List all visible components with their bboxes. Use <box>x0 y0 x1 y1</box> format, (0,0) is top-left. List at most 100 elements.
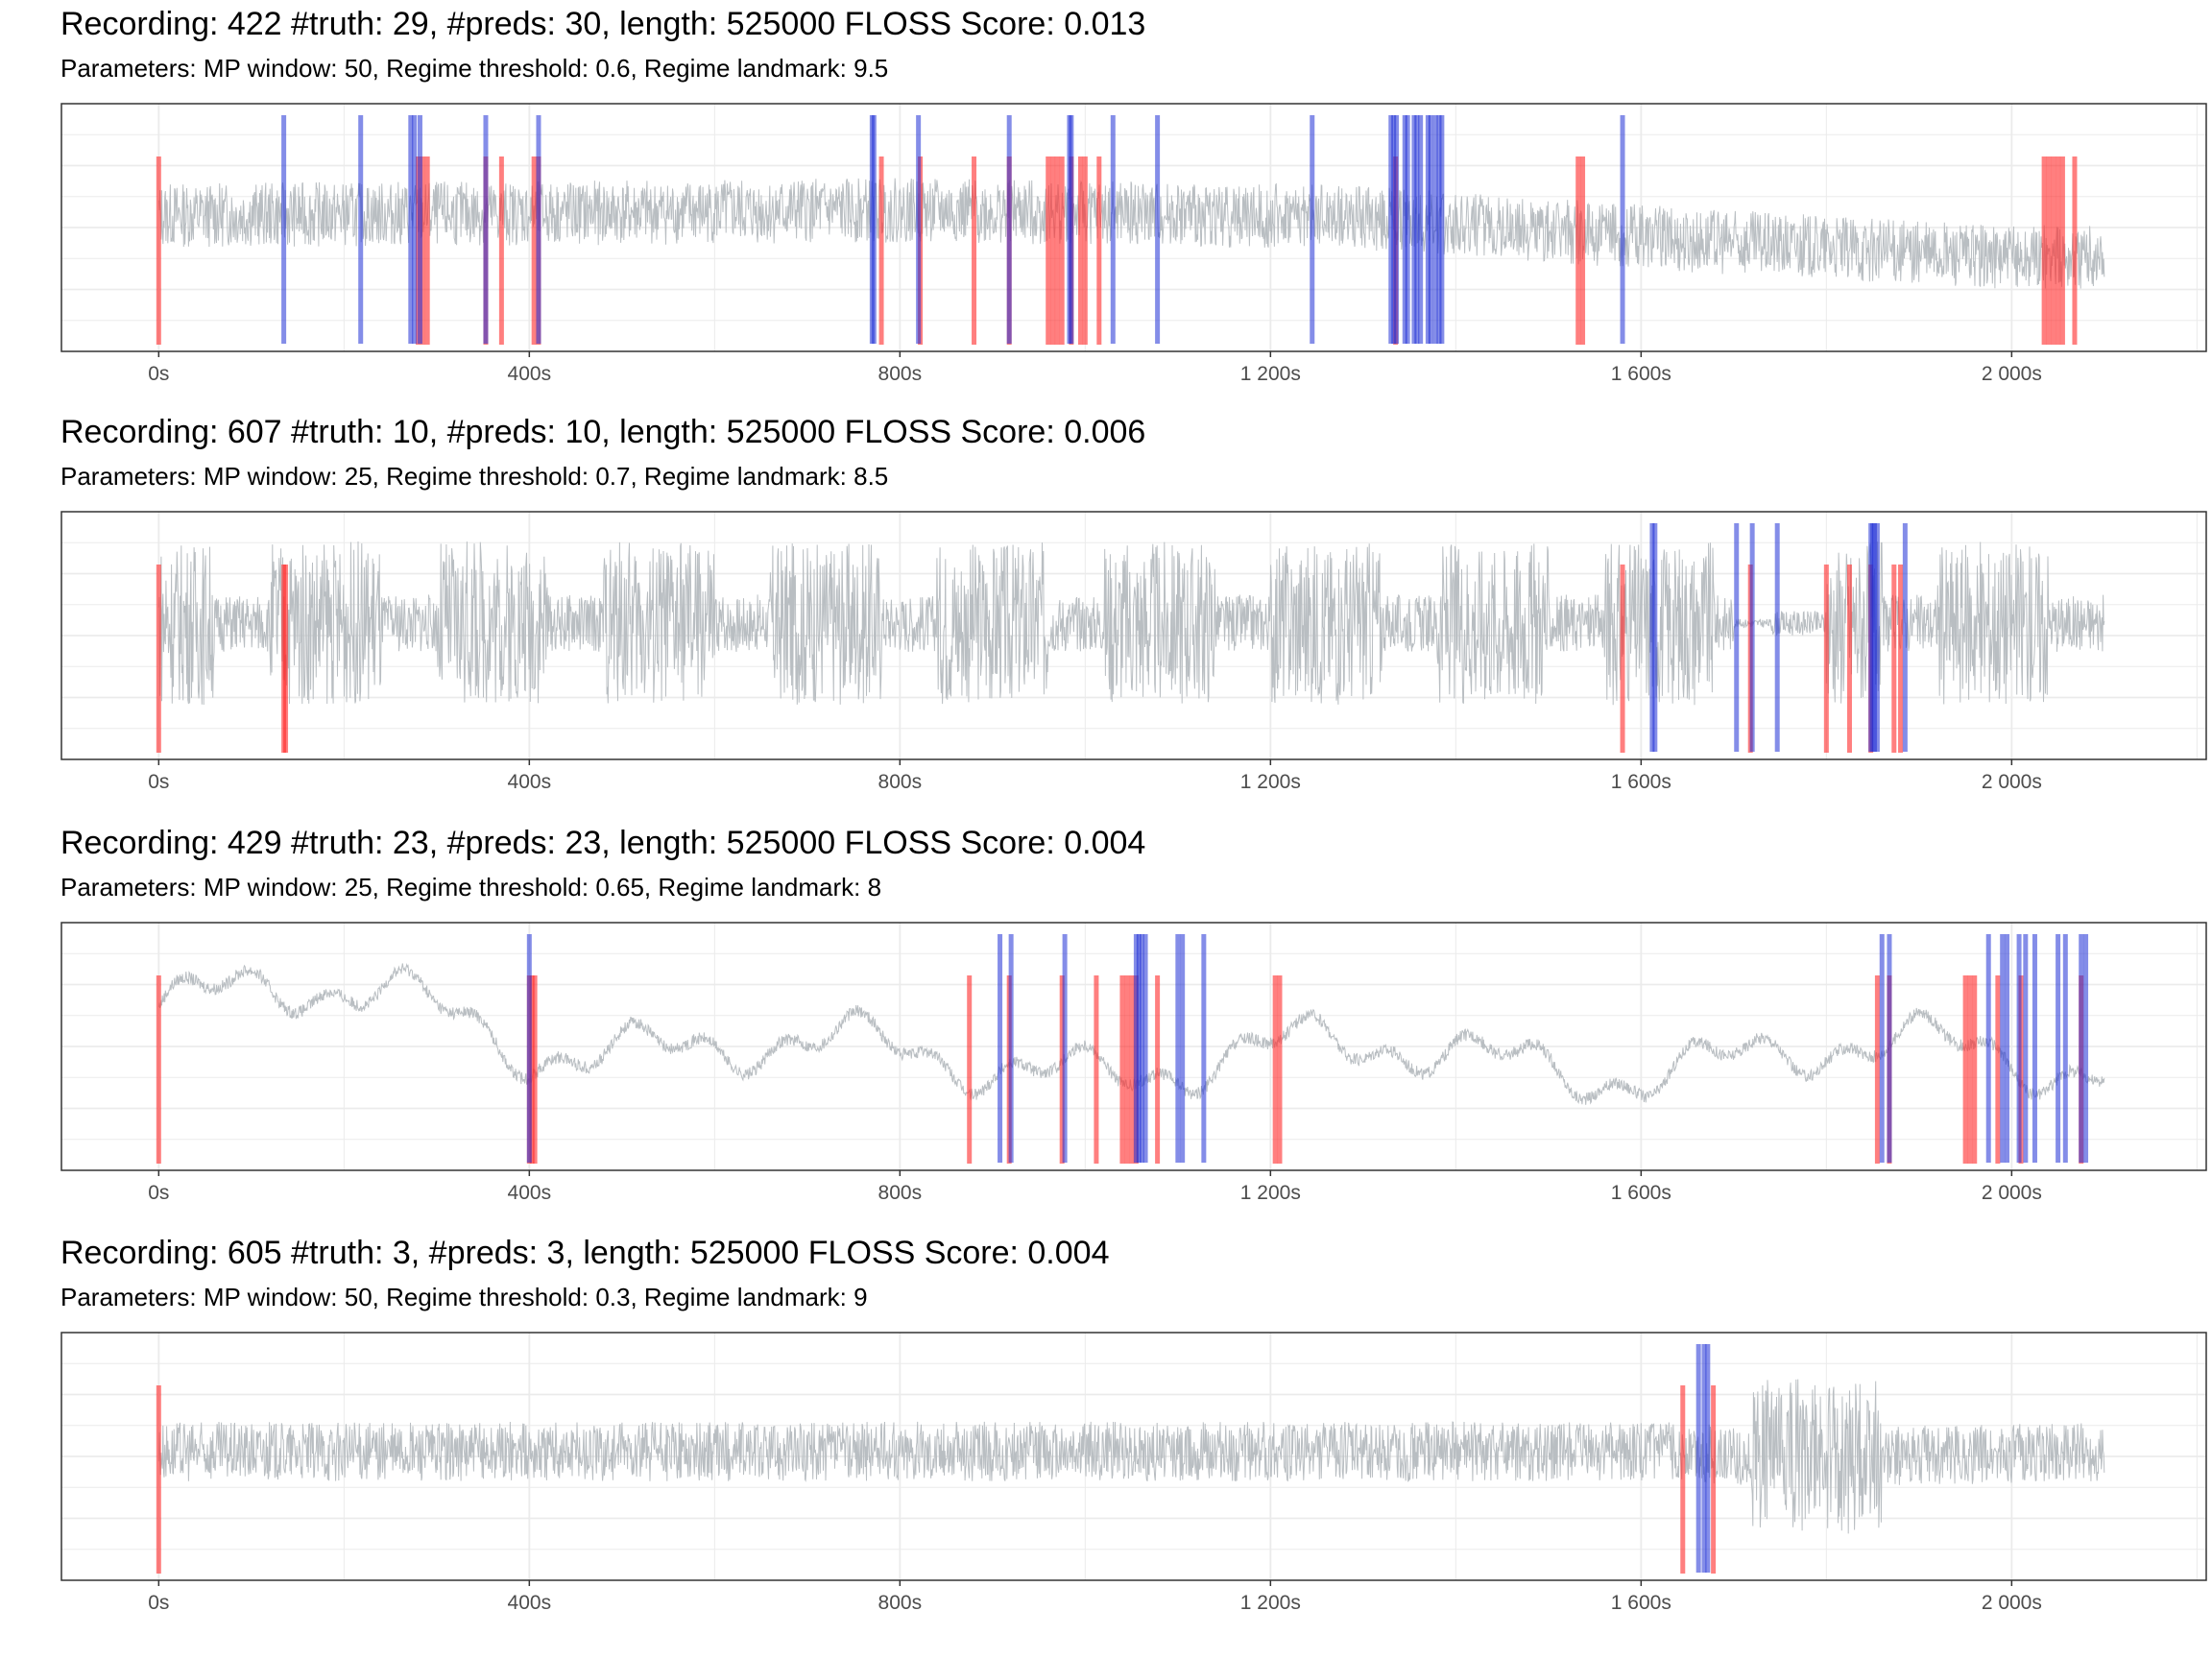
truth-marker <box>156 975 161 1164</box>
x-tick-label: 800s <box>878 1592 923 1614</box>
truth-marker <box>1898 565 1904 753</box>
truth-marker <box>529 975 535 1164</box>
chart-panel: Recording: 429 #truth: 23, #preds: 23, l… <box>0 819 2212 1227</box>
plot-border <box>60 103 2207 352</box>
prediction-marker <box>1139 934 1144 1163</box>
x-tick-label: 0s <box>148 1592 169 1614</box>
truth-marker <box>1050 156 1056 345</box>
truth-marker <box>1046 156 1051 345</box>
prediction-marker <box>1985 934 1991 1163</box>
truth-marker <box>1129 975 1135 1164</box>
prediction-marker <box>358 115 364 344</box>
prediction-marker <box>536 115 541 344</box>
truth-marker <box>1082 156 1088 345</box>
prediction-marker <box>1405 115 1410 344</box>
truth-marker <box>1967 975 1973 1164</box>
prediction-marker <box>1008 934 1014 1163</box>
prediction-marker <box>1436 115 1442 344</box>
prediction-marker <box>1402 115 1407 344</box>
truth-marker <box>531 156 537 345</box>
x-tick-label: 2 000s <box>1982 771 2042 793</box>
truth-marker <box>1972 975 1978 1164</box>
chart-title: Recording: 607 #truth: 10, #preds: 10, l… <box>60 414 1146 450</box>
signal-trace <box>157 178 2105 289</box>
prediction-marker <box>1110 115 1116 344</box>
truth-marker <box>1891 565 1897 753</box>
prediction-marker <box>1062 934 1068 1163</box>
plot-border <box>60 1332 2207 1581</box>
prediction-marker <box>998 934 1003 1163</box>
prediction-marker <box>1652 523 1658 752</box>
chart-panel: Recording: 605 #truth: 3, #preds: 3, len… <box>0 1229 2212 1637</box>
prediction-marker <box>1414 115 1420 344</box>
prediction-marker <box>2000 934 2006 1163</box>
x-tick-label: 1 600s <box>1611 1592 1671 1614</box>
truth-marker <box>972 156 977 345</box>
truth-marker <box>1124 975 1130 1164</box>
truth-marker <box>2051 156 2056 345</box>
truth-marker <box>878 156 884 345</box>
prediction-marker <box>1649 523 1655 752</box>
signal-trace <box>157 1379 2105 1534</box>
chart-panel: Recording: 422 #truth: 29, #preds: 30, l… <box>0 0 2212 408</box>
chart-title: Recording: 429 #truth: 23, #preds: 23, l… <box>60 825 1146 861</box>
truth-marker <box>156 1385 161 1574</box>
plot-area: 0s 400s 800s 1 200s 1 600s 2 000s <box>60 1332 2207 1614</box>
prediction-marker <box>2056 934 2061 1163</box>
prediction-marker <box>1439 115 1445 344</box>
prediction-marker <box>1142 934 1148 1163</box>
prediction-marker <box>1734 523 1740 752</box>
prediction-marker <box>2005 934 2010 1163</box>
truth-marker <box>1272 975 1278 1164</box>
plot-border <box>60 511 2207 760</box>
prediction-marker <box>526 934 532 1163</box>
x-tick-label: 0s <box>148 1182 169 1204</box>
x-tick-label: 0s <box>148 363 169 385</box>
prediction-marker <box>1902 523 1908 752</box>
signal-trace <box>157 541 2105 706</box>
truth-marker <box>1575 156 1581 345</box>
x-tick-label: 400s <box>508 363 552 385</box>
truth-marker <box>1096 156 1102 345</box>
chart-subtitle: Parameters: MP window: 25, Regime thresh… <box>60 462 889 491</box>
truth-marker <box>1962 975 1968 1164</box>
x-tick-label: 400s <box>508 1592 552 1614</box>
plot-border <box>60 922 2207 1171</box>
prediction-marker <box>1411 115 1417 344</box>
truth-marker <box>2046 156 2052 345</box>
prediction-marker <box>2023 934 2029 1163</box>
prediction-marker <box>281 115 287 344</box>
truth-marker <box>532 975 538 1164</box>
truth-marker <box>1874 975 1880 1164</box>
truth-marker <box>1277 975 1283 1164</box>
prediction-marker <box>2062 934 2068 1163</box>
chart-panel: Recording: 607 #truth: 10, #preds: 10, l… <box>0 408 2212 816</box>
prediction-marker <box>2083 934 2089 1163</box>
x-tick-label: 800s <box>878 363 923 385</box>
truth-marker <box>424 156 430 345</box>
chart-title: Recording: 605 #truth: 3, #preds: 3, len… <box>60 1235 1110 1271</box>
prediction-marker <box>1879 934 1885 1163</box>
prediction-marker <box>1695 1344 1701 1573</box>
prediction-marker <box>408 115 414 344</box>
chart-title: Recording: 422 #truth: 29, #preds: 30, l… <box>60 6 1146 42</box>
truth-marker <box>967 975 973 1164</box>
plot-area: 0s 400s 800s 1 200s 1 600s 2 000s <box>60 103 2207 385</box>
prediction-marker <box>1432 115 1438 344</box>
prediction-marker <box>1874 523 1880 752</box>
prediction-marker <box>1705 1344 1711 1573</box>
prediction-marker <box>916 115 922 344</box>
prediction-marker <box>1394 115 1400 344</box>
prediction-marker <box>871 115 877 344</box>
prediction-marker <box>417 115 422 344</box>
truth-marker <box>1119 975 1125 1164</box>
prediction-marker <box>1418 115 1424 344</box>
truth-marker <box>1620 565 1625 753</box>
prediction-marker <box>1391 115 1397 344</box>
truth-marker <box>420 156 425 345</box>
prediction-marker <box>1428 115 1433 344</box>
prediction-marker <box>1006 115 1012 344</box>
prediction-marker <box>1133 934 1139 1163</box>
prediction-marker <box>2016 934 2022 1163</box>
x-tick-label: 1 600s <box>1611 1182 1671 1204</box>
